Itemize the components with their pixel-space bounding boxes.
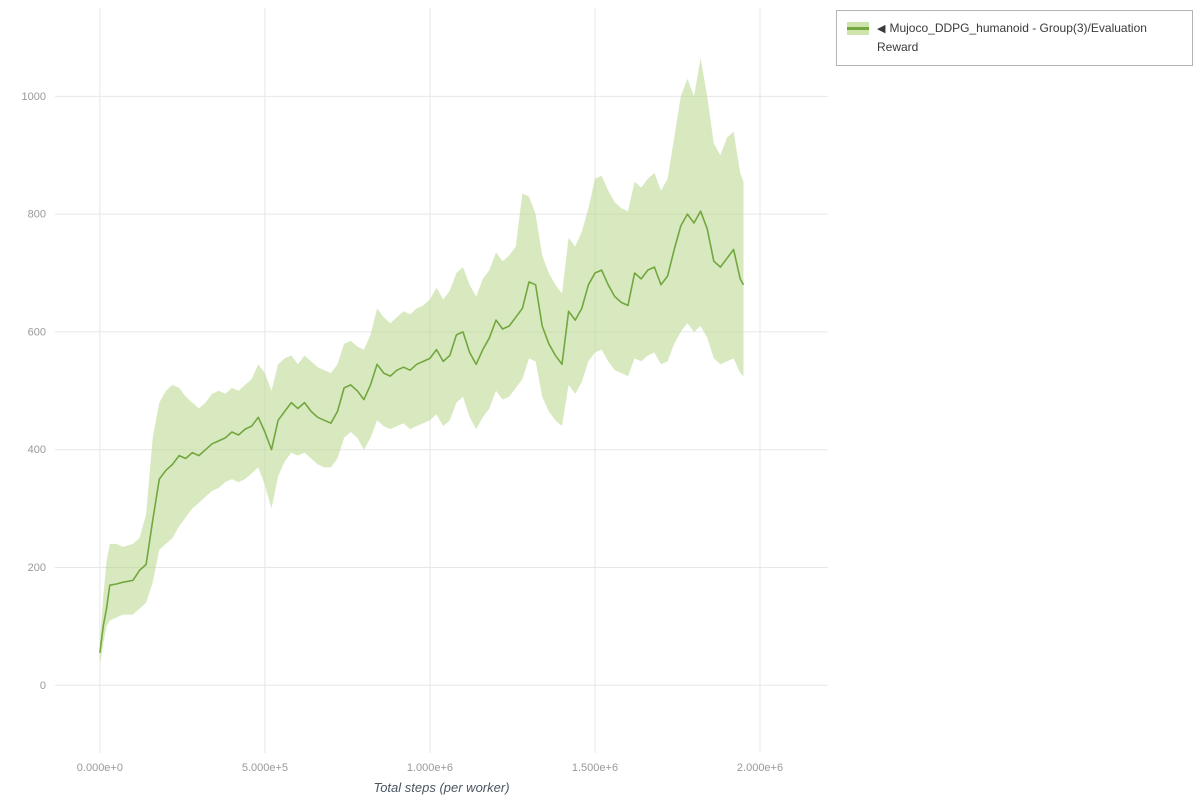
legend-label: ◀ Mujoco_DDPG_humanoid - Group(3)/Evaluat… [877,19,1182,57]
x-tick-label: 2.000e+6 [737,762,783,774]
legend-swatch-icon [847,22,869,35]
legend: ◀ Mujoco_DDPG_humanoid - Group(3)/Evaluat… [836,10,1193,66]
legend-swatch-line [847,27,869,30]
legend-item[interactable]: ◀ Mujoco_DDPG_humanoid - Group(3)/Evaluat… [847,19,1182,57]
tick-labels: 0.000e+0 5.000e+5 1.000e+6 1.500e+6 2.000e+6… [22,91,784,774]
mean-line [99,210,745,653]
y-tick-label: 400 [28,444,46,456]
x-tick-label: 0.000e+0 [77,762,123,774]
y-tick-label: 600 [28,326,46,338]
x-axis-label: Total steps (per worker) [373,780,510,795]
triangle-left-icon: ◀ [877,23,886,35]
y-tick-label: 200 [28,562,46,574]
legend-series-name: Mujoco_DDPG_humanoid - Group(3)/Evaluati… [877,21,1147,55]
x-tick-label: 1.000e+6 [407,762,453,774]
y-tick-label: 0 [40,680,46,692]
x-tick-label: 5.000e+5 [242,762,288,774]
y-tick-label: 800 [28,209,46,221]
y-tick-label: 1000 [22,91,46,103]
x-tick-label: 1.500e+6 [572,762,618,774]
